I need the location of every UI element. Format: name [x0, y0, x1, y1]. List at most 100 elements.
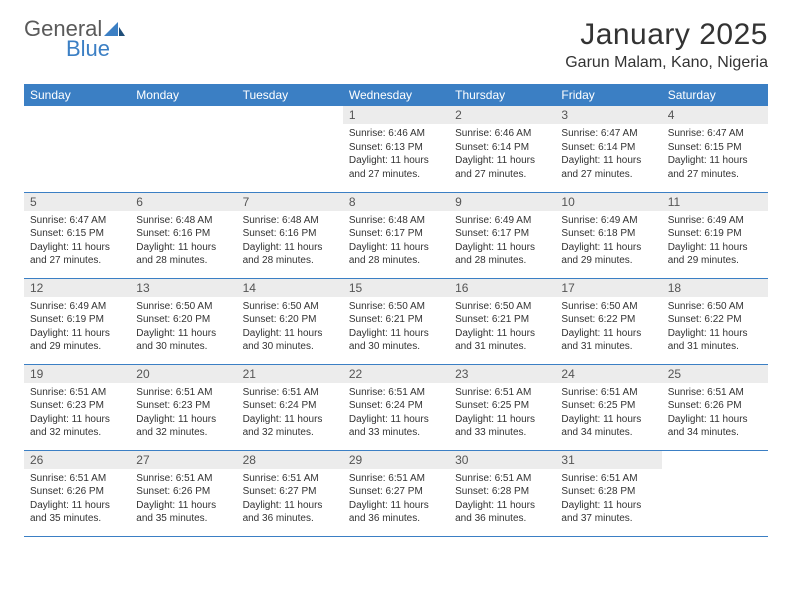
day-details: Sunrise: 6:46 AMSunset: 6:13 PMDaylight:…: [343, 124, 449, 185]
date-number: 22: [343, 365, 449, 383]
daylight1-text: Daylight: 11 hours: [349, 413, 443, 427]
daylight1-text: Daylight: 11 hours: [349, 327, 443, 341]
daylight1-text: Daylight: 11 hours: [243, 241, 337, 255]
sunset-text: Sunset: 6:20 PM: [136, 313, 230, 327]
day-details: Sunrise: 6:46 AMSunset: 6:14 PMDaylight:…: [449, 124, 555, 185]
day-cell: 2Sunrise: 6:46 AMSunset: 6:14 PMDaylight…: [449, 106, 555, 192]
day-cell: 9Sunrise: 6:49 AMSunset: 6:17 PMDaylight…: [449, 192, 555, 278]
sunrise-text: Sunrise: 6:48 AM: [136, 214, 230, 228]
daylight2-text: and 28 minutes.: [136, 254, 230, 268]
day-cell: .: [24, 106, 130, 192]
sunset-text: Sunset: 6:25 PM: [561, 399, 655, 413]
day-cell: 26Sunrise: 6:51 AMSunset: 6:26 PMDayligh…: [24, 450, 130, 536]
sunrise-text: Sunrise: 6:48 AM: [243, 214, 337, 228]
day-cell: 15Sunrise: 6:50 AMSunset: 6:21 PMDayligh…: [343, 278, 449, 364]
daylight2-text: and 27 minutes.: [561, 168, 655, 182]
date-number: 16: [449, 279, 555, 297]
sunset-text: Sunset: 6:13 PM: [349, 141, 443, 155]
sunset-text: Sunset: 6:22 PM: [561, 313, 655, 327]
day-cell: 7Sunrise: 6:48 AMSunset: 6:16 PMDaylight…: [237, 192, 343, 278]
daylight2-text: and 27 minutes.: [349, 168, 443, 182]
day-details: Sunrise: 6:49 AMSunset: 6:18 PMDaylight:…: [555, 211, 661, 272]
daylight1-text: Daylight: 11 hours: [561, 499, 655, 513]
daylight1-text: Daylight: 11 hours: [243, 499, 337, 513]
sunrise-text: Sunrise: 6:50 AM: [349, 300, 443, 314]
day-details: Sunrise: 6:51 AMSunset: 6:24 PMDaylight:…: [237, 383, 343, 444]
sunrise-text: Sunrise: 6:47 AM: [668, 127, 762, 141]
day-cell: 23Sunrise: 6:51 AMSunset: 6:25 PMDayligh…: [449, 364, 555, 450]
sunset-text: Sunset: 6:27 PM: [349, 485, 443, 499]
daylight1-text: Daylight: 11 hours: [561, 241, 655, 255]
daylight1-text: Daylight: 11 hours: [349, 154, 443, 168]
sunrise-text: Sunrise: 6:49 AM: [668, 214, 762, 228]
sunrise-text: Sunrise: 6:46 AM: [455, 127, 549, 141]
sunrise-text: Sunrise: 6:51 AM: [349, 386, 443, 400]
daylight2-text: and 29 minutes.: [561, 254, 655, 268]
sunrise-text: Sunrise: 6:50 AM: [136, 300, 230, 314]
day-header: Monday: [130, 84, 236, 106]
week-row: 12Sunrise: 6:49 AMSunset: 6:19 PMDayligh…: [24, 278, 768, 364]
day-cell: 27Sunrise: 6:51 AMSunset: 6:26 PMDayligh…: [130, 450, 236, 536]
day-details: Sunrise: 6:48 AMSunset: 6:17 PMDaylight:…: [343, 211, 449, 272]
sunrise-text: Sunrise: 6:51 AM: [668, 386, 762, 400]
sunset-text: Sunset: 6:24 PM: [243, 399, 337, 413]
sunset-text: Sunset: 6:17 PM: [455, 227, 549, 241]
daylight2-text: and 29 minutes.: [30, 340, 124, 354]
date-number: 27: [130, 451, 236, 469]
daylight1-text: Daylight: 11 hours: [136, 499, 230, 513]
day-cell: 11Sunrise: 6:49 AMSunset: 6:19 PMDayligh…: [662, 192, 768, 278]
week-row: ...1Sunrise: 6:46 AMSunset: 6:13 PMDayli…: [24, 106, 768, 192]
daylight2-text: and 28 minutes.: [349, 254, 443, 268]
sunset-text: Sunset: 6:23 PM: [136, 399, 230, 413]
day-details: Sunrise: 6:47 AMSunset: 6:15 PMDaylight:…: [24, 211, 130, 272]
date-number: 31: [555, 451, 661, 469]
sunrise-text: Sunrise: 6:46 AM: [349, 127, 443, 141]
daylight1-text: Daylight: 11 hours: [455, 241, 549, 255]
sunrise-text: Sunrise: 6:51 AM: [561, 386, 655, 400]
day-header: Wednesday: [343, 84, 449, 106]
daylight2-text: and 30 minutes.: [136, 340, 230, 354]
daylight2-text: and 32 minutes.: [136, 426, 230, 440]
daylight2-text: and 37 minutes.: [561, 512, 655, 526]
daylight1-text: Daylight: 11 hours: [30, 499, 124, 513]
date-number: 9: [449, 193, 555, 211]
day-details: Sunrise: 6:50 AMSunset: 6:21 PMDaylight:…: [449, 297, 555, 358]
day-details: Sunrise: 6:49 AMSunset: 6:19 PMDaylight:…: [24, 297, 130, 358]
calendar-page: GeneralBlue January 2025 Garun Malam, Ka…: [0, 0, 792, 555]
daylight1-text: Daylight: 11 hours: [30, 241, 124, 255]
day-details: Sunrise: 6:51 AMSunset: 6:25 PMDaylight:…: [449, 383, 555, 444]
sunset-text: Sunset: 6:21 PM: [349, 313, 443, 327]
sunset-text: Sunset: 6:24 PM: [349, 399, 443, 413]
day-header: Thursday: [449, 84, 555, 106]
sunrise-text: Sunrise: 6:51 AM: [349, 472, 443, 486]
day-details: Sunrise: 6:51 AMSunset: 6:27 PMDaylight:…: [237, 469, 343, 530]
day-cell: 24Sunrise: 6:51 AMSunset: 6:25 PMDayligh…: [555, 364, 661, 450]
month-title: January 2025: [565, 18, 768, 52]
date-number: 26: [24, 451, 130, 469]
sunrise-text: Sunrise: 6:51 AM: [30, 472, 124, 486]
date-number: 6: [130, 193, 236, 211]
daylight2-text: and 36 minutes.: [349, 512, 443, 526]
daylight2-text: and 30 minutes.: [243, 340, 337, 354]
sunset-text: Sunset: 6:16 PM: [136, 227, 230, 241]
daylight1-text: Daylight: 11 hours: [136, 327, 230, 341]
sunset-text: Sunset: 6:27 PM: [243, 485, 337, 499]
sunset-text: Sunset: 6:28 PM: [455, 485, 549, 499]
sunset-text: Sunset: 6:18 PM: [561, 227, 655, 241]
day-cell: 25Sunrise: 6:51 AMSunset: 6:26 PMDayligh…: [662, 364, 768, 450]
day-details: Sunrise: 6:51 AMSunset: 6:23 PMDaylight:…: [130, 383, 236, 444]
date-number: 23: [449, 365, 555, 383]
date-number: 12: [24, 279, 130, 297]
day-details: Sunrise: 6:51 AMSunset: 6:28 PMDaylight:…: [449, 469, 555, 530]
day-details: Sunrise: 6:49 AMSunset: 6:17 PMDaylight:…: [449, 211, 555, 272]
daylight1-text: Daylight: 11 hours: [668, 154, 762, 168]
sunset-text: Sunset: 6:14 PM: [455, 141, 549, 155]
sunrise-text: Sunrise: 6:47 AM: [561, 127, 655, 141]
day-details: Sunrise: 6:49 AMSunset: 6:19 PMDaylight:…: [662, 211, 768, 272]
sunset-text: Sunset: 6:14 PM: [561, 141, 655, 155]
day-details: Sunrise: 6:51 AMSunset: 6:24 PMDaylight:…: [343, 383, 449, 444]
daylight1-text: Daylight: 11 hours: [455, 413, 549, 427]
daylight1-text: Daylight: 11 hours: [349, 241, 443, 255]
week-row: 5Sunrise: 6:47 AMSunset: 6:15 PMDaylight…: [24, 192, 768, 278]
location-text: Garun Malam, Kano, Nigeria: [565, 54, 768, 72]
